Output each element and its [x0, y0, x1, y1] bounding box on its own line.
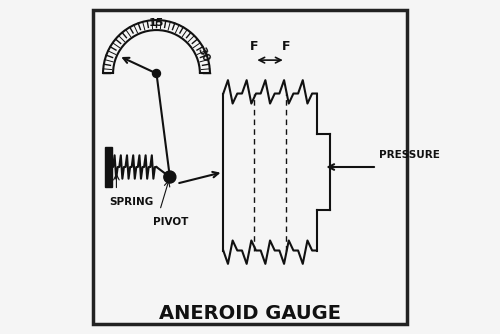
Text: F: F — [250, 40, 258, 53]
Text: SPRING: SPRING — [110, 197, 154, 207]
Text: PRESSURE: PRESSURE — [378, 150, 440, 160]
Text: F: F — [282, 40, 290, 53]
Text: 15: 15 — [149, 18, 164, 28]
Circle shape — [164, 171, 176, 183]
Circle shape — [152, 69, 160, 77]
Text: ANEROID GAUGE: ANEROID GAUGE — [159, 305, 341, 323]
Bar — [104, 147, 112, 187]
Text: 30: 30 — [195, 46, 210, 64]
Text: PIVOT: PIVOT — [153, 217, 188, 227]
